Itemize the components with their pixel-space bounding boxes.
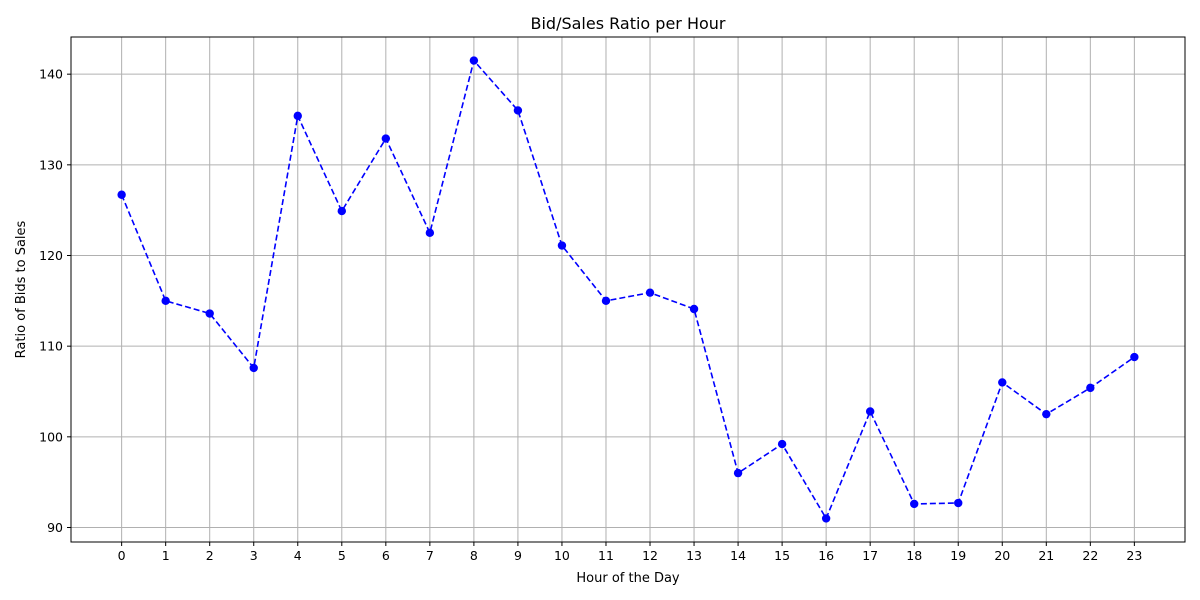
- x-axis-label: Hour of the Day: [576, 571, 680, 586]
- x-tick-label: 17: [862, 548, 878, 563]
- data-point: [513, 106, 523, 115]
- x-tick-label: 5: [338, 548, 346, 563]
- data-point: [645, 288, 655, 297]
- x-tick-label: 16: [818, 548, 834, 563]
- x-tick-label: 20: [994, 548, 1010, 563]
- data-point: [601, 296, 611, 306]
- x-tick-label: 18: [906, 548, 922, 563]
- data-point: [249, 363, 258, 373]
- x-tick-label: 19: [950, 548, 966, 563]
- data-point: [557, 241, 567, 250]
- x-tick-label: 7: [426, 548, 434, 563]
- x-tick-label: 23: [1126, 548, 1142, 563]
- y-tick-label: 120: [39, 248, 63, 263]
- chart-title: Bid/Sales Ratio per Hour: [530, 14, 725, 33]
- x-tick-label: 10: [554, 548, 570, 563]
- x-tick-label: 15: [774, 548, 790, 563]
- x-tick-label: 2: [206, 548, 214, 563]
- data-point: [910, 499, 919, 509]
- data-point: [381, 134, 391, 143]
- x-tick-label: 3: [250, 548, 258, 563]
- data-point: [998, 378, 1007, 387]
- data-point: [337, 206, 346, 216]
- data-point: [777, 439, 787, 449]
- grid: [71, 37, 1185, 542]
- x-tick-label: 22: [1082, 548, 1098, 563]
- data-point: [954, 498, 963, 508]
- x-tick-label: 9: [514, 548, 522, 563]
- data-point: [161, 296, 170, 306]
- x-tick-label: 12: [642, 548, 658, 563]
- data-point: [293, 111, 302, 121]
- data-point: [1130, 352, 1139, 362]
- x-tick-label: 21: [1038, 548, 1054, 563]
- data-point: [205, 309, 214, 318]
- x-tick-label: 14: [730, 548, 746, 563]
- y-axis-label: Ratio of Bids to Sales: [14, 220, 29, 358]
- y-tick-label: 100: [39, 429, 63, 444]
- x-tick-label: 8: [470, 548, 478, 563]
- y-tick-label: 110: [39, 339, 63, 354]
- series-line: [120, 58, 1135, 521]
- data-point: [469, 56, 479, 65]
- x-tick-label: 11: [598, 548, 614, 563]
- data-point: [821, 514, 831, 523]
- y-tick-label: 130: [39, 157, 63, 172]
- y-tick-label: 90: [47, 520, 63, 535]
- data-point: [1086, 383, 1095, 393]
- data-point: [117, 190, 126, 199]
- data-point: [733, 468, 743, 478]
- data-point: [865, 407, 875, 416]
- data-point: [425, 228, 435, 238]
- x-tick-label: 6: [382, 548, 390, 563]
- axis-ticks: 0 1 2 3 4 5 6 7 8 9 10 11 12 13 14 15 16 17 18 19 20 21 22 2390…: [39, 67, 1142, 563]
- data-series: [117, 56, 1139, 523]
- plot-frame: [70, 36, 1186, 543]
- data-point: [689, 304, 699, 314]
- y-tick-label: 140: [39, 67, 63, 82]
- data-point: [1042, 409, 1051, 419]
- x-tick-label: 13: [686, 548, 702, 563]
- x-tick-label: 4: [294, 548, 302, 563]
- x-tick-label: 0: [118, 548, 126, 563]
- x-tick-label: 1: [162, 548, 170, 563]
